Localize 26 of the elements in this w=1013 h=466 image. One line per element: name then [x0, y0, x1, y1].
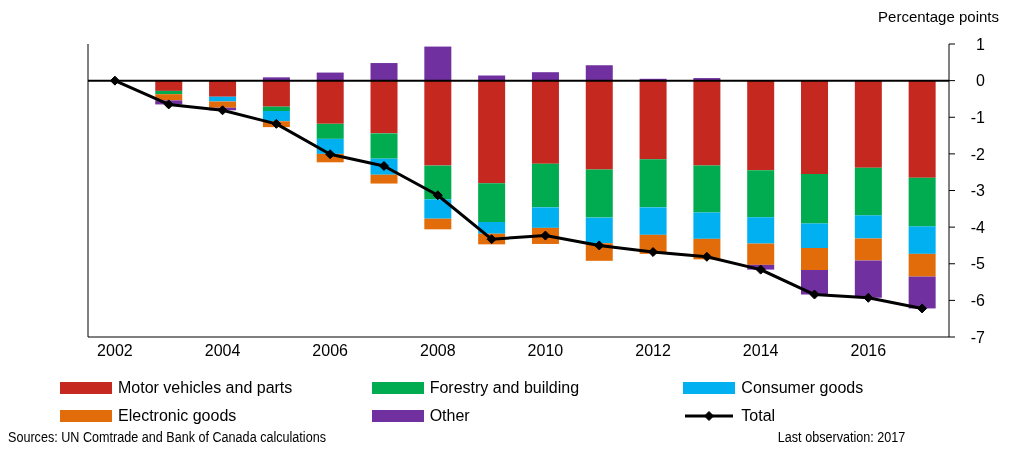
text: Last observation: 2017: [777, 429, 906, 445]
source-note: Sources: UN Comtrade and Bank of Canada calculations: [8, 429, 326, 445]
legend-label: Total: [741, 407, 776, 425]
y-tick-label: -4: [970, 218, 986, 236]
x-tick-label: 2008: [419, 342, 456, 360]
legend-label: Motor vehicles and parts: [118, 379, 293, 397]
x-tick-label: 2010: [527, 342, 564, 360]
y-tick-label: -1: [970, 108, 986, 126]
legend-label: Consumer goods: [741, 379, 864, 397]
x-tick-label: 2006: [312, 342, 349, 360]
y-tick-label: -5: [970, 255, 986, 273]
y-tick-label: -6: [970, 292, 986, 310]
x-tick-label: 2002: [97, 342, 133, 360]
x-tick-label: 2004: [204, 342, 241, 360]
legend-label: Electronic goods: [118, 407, 237, 425]
y-tick-label: 1: [976, 35, 986, 53]
x-tick-label: 2012: [635, 342, 671, 360]
legend-label: Other: [429, 407, 470, 425]
y-axis-title: Percentage points: [877, 8, 1000, 27]
legend-label: Forestry and building: [429, 379, 580, 397]
y-tick-label: -7: [970, 328, 986, 346]
x-tick-label: 2016: [850, 342, 887, 360]
y-tick-label: -3: [970, 182, 986, 200]
x-tick-label: 2014: [742, 342, 779, 360]
y-tick-label: 0: [976, 72, 986, 90]
y-tick-label: -2: [970, 145, 986, 163]
